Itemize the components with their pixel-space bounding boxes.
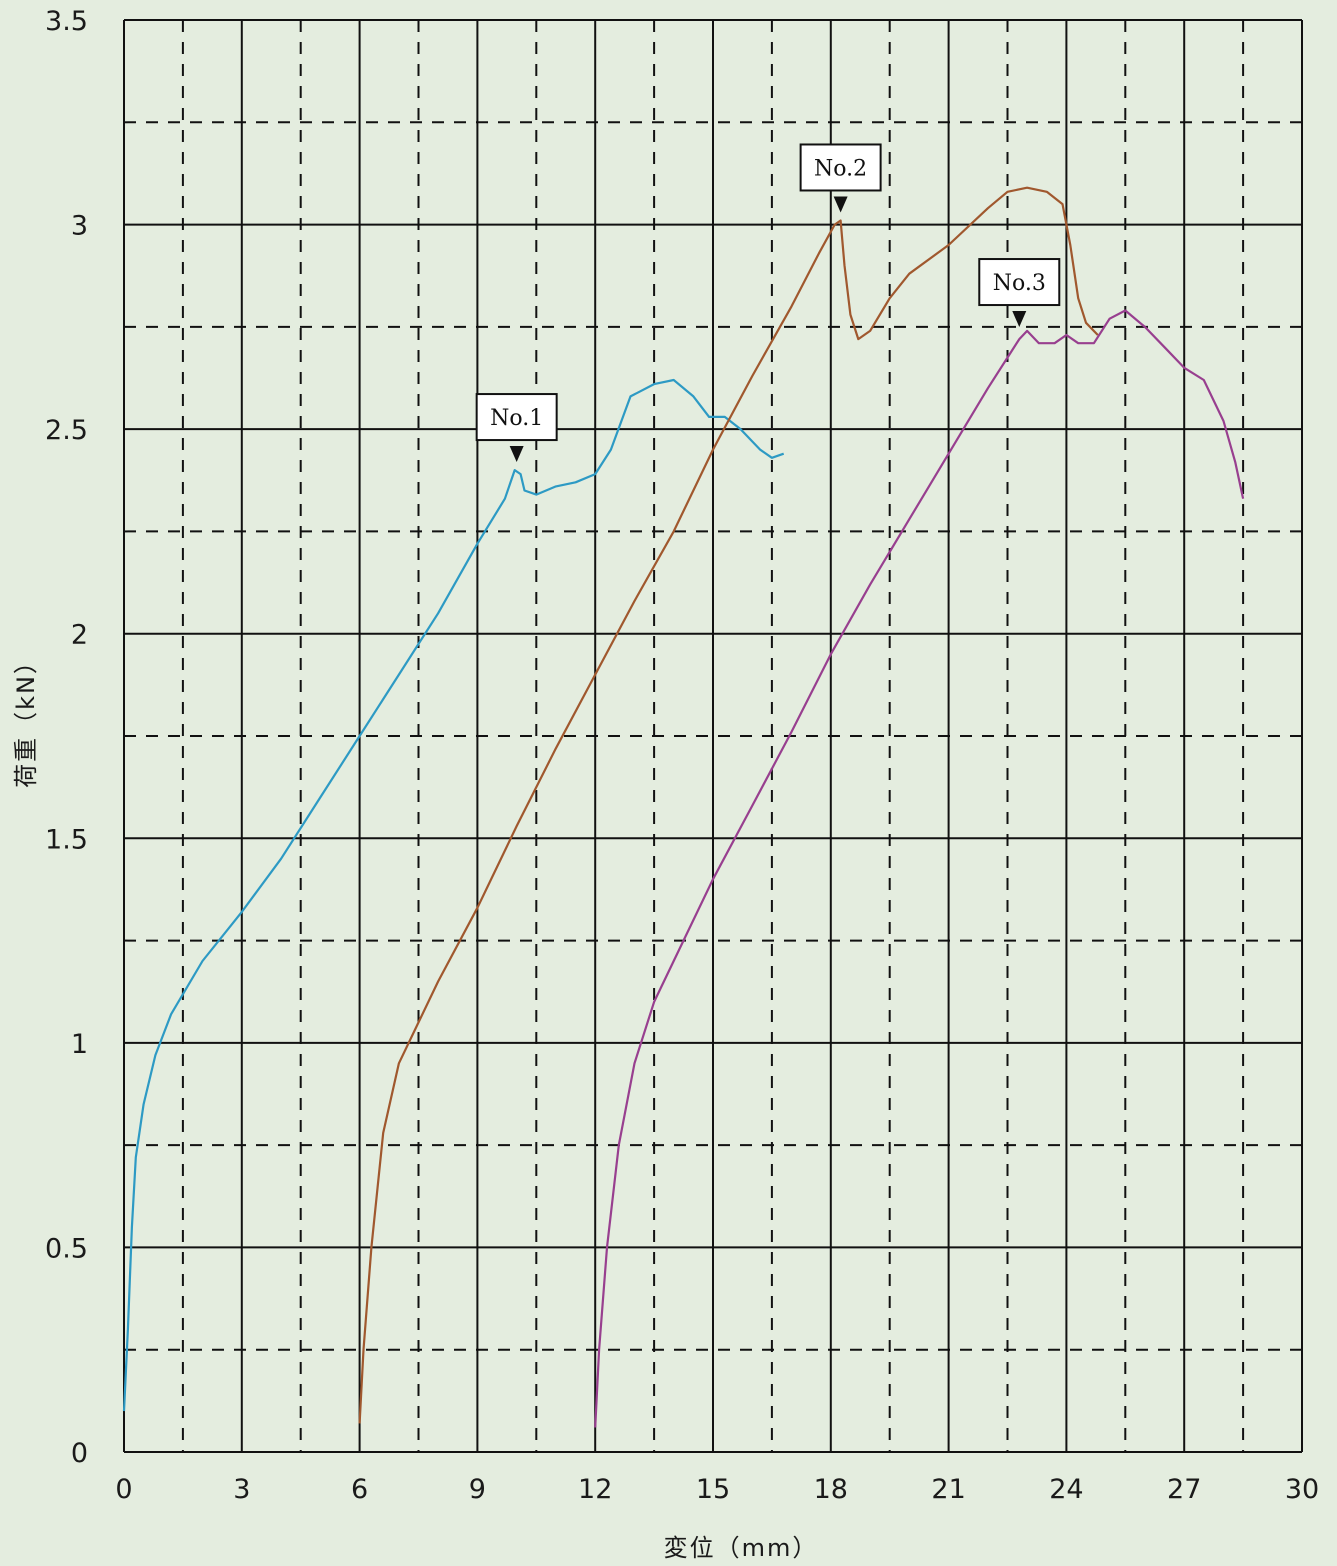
minor-grid [124, 20, 1302, 1452]
y-tick-label: 2 [71, 620, 88, 651]
x-tick-label: 3 [233, 1474, 250, 1505]
x-tick-label: 9 [469, 1474, 486, 1505]
series-group [122, 186, 1245, 1428]
peak-marker-3 [1012, 311, 1027, 328]
callout-box-1 [475, 393, 558, 442]
callout-label-3: No.3 [993, 271, 1046, 296]
x-tick-label: 21 [931, 1474, 965, 1505]
major-grid [123, 19, 1303, 1453]
series-line-1 [122, 378, 785, 1412]
callout-box-3 [978, 258, 1061, 307]
x-tick-label: 12 [578, 1474, 612, 1505]
y-tick-label: 1 [71, 1029, 88, 1060]
x-tick-label: 30 [1285, 1474, 1319, 1505]
y-axis-title: 荷重（kN） [12, 648, 40, 788]
y-tick-label: 2.5 [45, 415, 88, 446]
x-tick-labels: 0 3 6 9 12 15 18 21 24 27 30 [115, 1474, 1319, 1505]
x-tick-label: 18 [814, 1474, 848, 1505]
x-tick-label: 24 [1049, 1474, 1083, 1505]
y-tick-label: 1.5 [45, 824, 88, 855]
annotations-group: No.1 No.2 No.3 [475, 143, 1061, 463]
x-axis-title: 変位（mm） [664, 1534, 819, 1562]
callout-box-2 [799, 143, 882, 192]
peak-marker-2 [833, 196, 848, 213]
series-line-2 [358, 186, 1099, 1424]
y-tick-label: 0.5 [45, 1233, 88, 1264]
series-line-3 [594, 309, 1245, 1428]
callout-label-1: No.1 [490, 406, 543, 431]
peak-marker-1 [509, 446, 524, 463]
x-tick-label: 6 [351, 1474, 368, 1505]
y-tick-labels: 0 0.5 1 1.5 2 2.5 3 3.5 [45, 6, 88, 1469]
y-tick-label: 3 [71, 211, 88, 242]
x-tick-label: 15 [696, 1474, 730, 1505]
y-tick-label: 3.5 [45, 6, 88, 37]
x-tick-label: 0 [115, 1474, 132, 1505]
y-tick-label: 0 [71, 1438, 88, 1469]
x-tick-label: 27 [1167, 1474, 1201, 1505]
callout-label-2: No.2 [814, 156, 867, 181]
